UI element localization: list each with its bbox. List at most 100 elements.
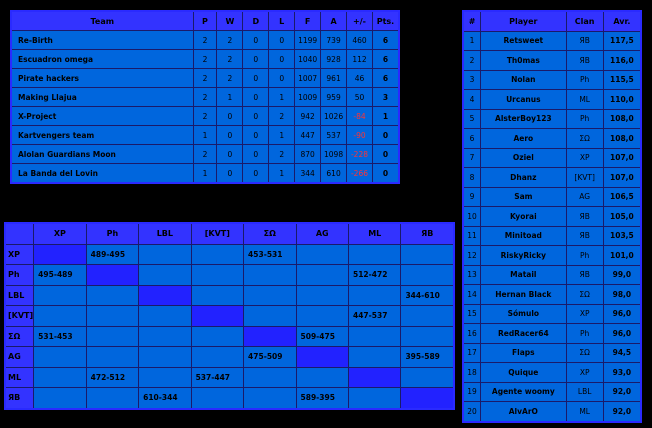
lost: 1 (268, 87, 296, 107)
player-clan: Ph (565, 69, 604, 90)
standings-header-row: Team P W D L F A +/- Pts. (10, 10, 400, 31)
lost: 0 (268, 30, 296, 50)
results-matrix: XP Ph LBL [KVT] ΣΩ AG ML ЯB XP 489-495 453-531 Ph 4… (4, 222, 455, 410)
player-row: 9 Sam AG 106,5 (462, 186, 642, 207)
points-for: 1199 (294, 30, 322, 50)
matrix-row-header: ΣΩ (4, 325, 35, 347)
player-name: Nolan (480, 69, 567, 90)
player-row: 8 Dhanz [KVT] 107,0 (462, 167, 642, 188)
points-total: 3 (371, 87, 400, 107)
matrix-result-cell (138, 346, 192, 368)
matrix-result-cell (190, 264, 245, 286)
team-name: Alolan Guardians Moon (10, 144, 194, 164)
player-clan: ЯB (565, 206, 604, 227)
matrix-result-cell: 472-512 (85, 366, 140, 388)
team-name: Re-Birth (10, 30, 194, 50)
matrix-result-cell: 589-395 (295, 387, 349, 409)
lost: 1 (268, 125, 296, 145)
points-against: 610 (320, 163, 348, 184)
header-diff: +/- (346, 10, 373, 31)
point-difference: -90 (346, 125, 373, 145)
points-for: 870 (294, 144, 322, 164)
player-name: Sam (480, 186, 567, 207)
points-total: 6 (371, 68, 400, 88)
player-rank: 18 (462, 362, 482, 383)
matrix-result-cell (243, 366, 297, 388)
won: 0 (216, 163, 244, 184)
matrix-row-header: AG (4, 346, 35, 368)
matrix-result-cell (400, 243, 455, 265)
player-clan: XP (565, 303, 604, 324)
matrix-result-cell: 531-453 (33, 325, 87, 347)
player-rank: 7 (462, 147, 482, 168)
matrix-result-cell (347, 243, 402, 265)
matrix-row: ΣΩ 531-453 509-475 (4, 325, 455, 347)
matrix-result-cell (138, 264, 192, 286)
matrix-column-header: ЯB (400, 222, 455, 245)
player-row: 3 Nolan Ph 115,5 (462, 69, 642, 90)
matrix-diagonal-cell (400, 387, 455, 409)
matrix-result-cell (33, 346, 87, 368)
matrix-column-header: XP (33, 222, 87, 245)
matrix-row: XP 489-495 453-531 (4, 243, 455, 265)
matrix-result-cell (347, 325, 402, 347)
player-rank: 2 (462, 50, 482, 71)
matrix-result-cell (190, 387, 245, 409)
matrix-result-cell (85, 284, 140, 306)
matrix-result-cell (243, 387, 297, 409)
matrix-result-cell (243, 284, 297, 306)
played: 2 (192, 144, 218, 164)
standings-row: Escuadron omega 2 2 0 0 1040 928 112 6 (10, 49, 400, 69)
header-rank: # (462, 10, 482, 32)
matrix-result-cell (138, 243, 192, 265)
standings-row: Pirate hackers 2 2 0 0 1007 961 46 6 (10, 68, 400, 88)
team-name: La Banda del Lovin (10, 163, 194, 184)
player-name: RiskyRicky (480, 245, 567, 266)
points-total: 0 (371, 125, 400, 145)
player-average: 94,5 (602, 342, 642, 363)
header-won: W (216, 10, 244, 31)
points-total: 6 (371, 49, 400, 69)
player-average: 107,0 (602, 167, 642, 188)
player-clan: Ph (565, 245, 604, 266)
matrix-result-cell: 453-531 (243, 243, 297, 265)
won: 2 (216, 30, 244, 50)
matrix-row-header: LBL (4, 284, 35, 306)
matrix-result-cell (85, 325, 140, 347)
header-points: Pts. (371, 10, 400, 31)
player-rank: 9 (462, 186, 482, 207)
matrix-result-cell (295, 264, 349, 286)
player-rank: 6 (462, 128, 482, 149)
team-name: Making Llajua (10, 87, 194, 107)
matrix-corner (4, 222, 35, 245)
player-row: 1 Retsweet ЯB 117,5 (462, 30, 642, 51)
matrix-column-header: Ph (85, 222, 140, 245)
played: 2 (192, 87, 218, 107)
point-difference: 112 (346, 49, 373, 69)
points-for: 447 (294, 125, 322, 145)
points-against: 961 (320, 68, 348, 88)
drawn: 0 (242, 30, 270, 50)
player-name: Urcanus (480, 89, 567, 110)
standings-row: Alolan Guardians Moon 2 0 0 2 870 1098 -228 0 (10, 144, 400, 164)
matrix-result-cell (243, 305, 297, 327)
matrix-column-header: LBL (138, 222, 192, 245)
player-row: 12 RiskyRicky Ph 101,0 (462, 245, 642, 266)
matrix-header-row: XP Ph LBL [KVT] ΣΩ AG ML ЯB (4, 222, 455, 245)
player-average: 110,0 (602, 89, 642, 110)
matrix-result-cell (33, 387, 87, 409)
player-row: 20 AlvArO ML 92,0 (462, 401, 642, 422)
header-for: F (294, 10, 322, 31)
drawn: 0 (242, 125, 270, 145)
player-rank: 20 (462, 401, 482, 422)
player-rank: 3 (462, 69, 482, 90)
player-name: Quique (480, 362, 567, 383)
points-against: 1026 (320, 106, 348, 126)
matrix-result-cell: 489-495 (85, 243, 140, 265)
player-average: 117,5 (602, 30, 642, 51)
matrix-diagonal-cell (295, 346, 349, 368)
player-clan: ЯB (565, 264, 604, 285)
points-total: 1 (371, 106, 400, 126)
player-clan: ЯB (565, 30, 604, 51)
player-row: 4 Urcanus ML 110,0 (462, 89, 642, 110)
